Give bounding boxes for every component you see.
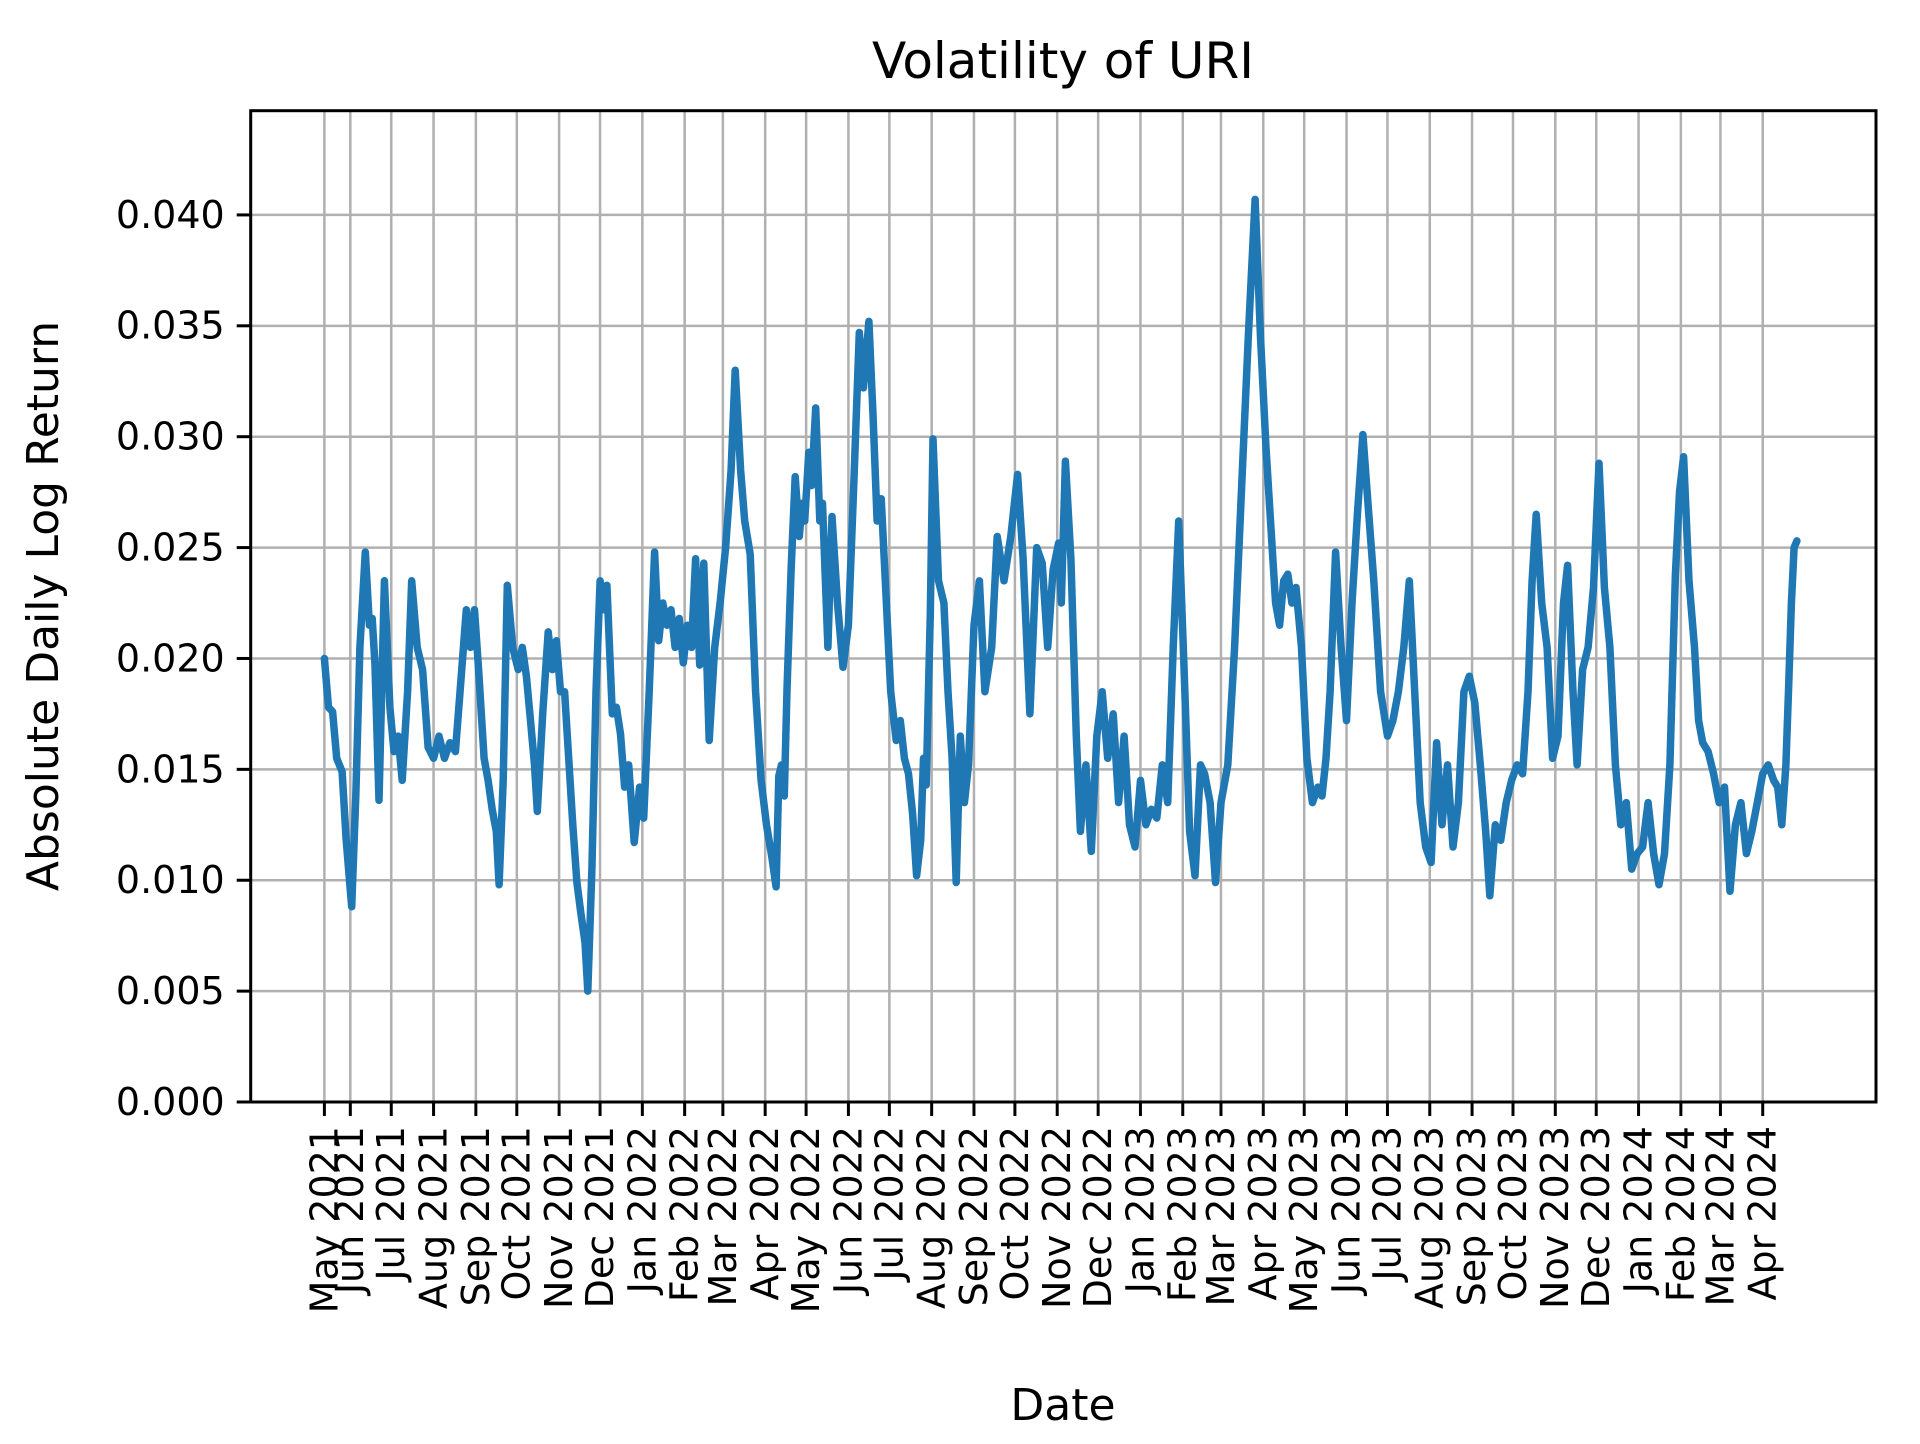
x-tick-label: Jan 2022 [620,1126,664,1295]
y-tick-label: 0.025 [116,526,225,570]
y-tick-label: 0.020 [116,636,225,680]
x-tick-label: Dec 2021 [578,1126,622,1308]
x-tick-label: May 2021 [302,1126,346,1313]
x-tick-label: Sep 2023 [1450,1126,1494,1306]
x-tick-label: Nov 2021 [537,1126,581,1309]
y-tick-label: 0.040 [116,193,225,237]
x-tick-label: Feb 2024 [1659,1126,1703,1302]
volatility-line [320,195,1801,995]
x-tick-label: Apr 2024 [1741,1126,1785,1301]
x-tick-label: Nov 2023 [1533,1126,1577,1309]
x-tick-label: Jan 2024 [1616,1126,1660,1295]
x-tick-label: Dec 2022 [1076,1126,1120,1308]
x-tick-label: Dec 2023 [1574,1126,1618,1308]
x-tick-label: Jun 2023 [1324,1126,1368,1296]
x-tick-label: Mar 2022 [701,1126,745,1306]
y-tick-label: 0.035 [116,304,225,348]
x-tick-label: Aug 2023 [1408,1126,1452,1309]
x-tick-label: Feb 2022 [663,1126,707,1302]
x-tick-label: May 2022 [784,1126,828,1313]
x-tick-label: Jul 2021 [369,1126,413,1283]
x-tick-label: May 2023 [1282,1126,1326,1313]
x-tick-label: Aug 2021 [411,1126,455,1309]
y-axis-label: Absolute Daily Log Return [18,321,69,891]
x-tick-label: Sep 2021 [454,1126,498,1306]
x-tick-label: Jul 2023 [1365,1126,1409,1283]
x-tick-label: Sep 2022 [952,1126,996,1306]
x-tick-label: Mar 2024 [1698,1126,1742,1306]
x-tick-label: Feb 2023 [1161,1126,1205,1302]
y-tick-label: 0.000 [116,1080,225,1124]
y-tick-label: 0.015 [116,747,225,791]
x-tick-label: Jun 2021 [328,1126,372,1296]
tick-labels: 0.000 0.005 0.010 0.015 0.020 0.025 0.030 0.035… [116,193,1785,1314]
x-tick-label: Oct 2023 [1491,1126,1535,1301]
x-tick-label: Nov 2022 [1035,1126,1079,1309]
plot-border [249,109,1878,1104]
x-tick-label: Apr 2023 [1241,1126,1285,1301]
y-tick-label: 0.010 [116,858,225,902]
x-tick-label: Jan 2023 [1118,1126,1162,1295]
x-tick-label: Jul 2022 [867,1126,911,1283]
x-tick-label: Oct 2021 [495,1126,539,1301]
volatility-line-series [320,195,1801,995]
chart-title: Volatility of URI [872,32,1254,90]
x-tick-label: Mar 2023 [1199,1126,1243,1306]
x-tick-label: Jun 2022 [826,1126,870,1296]
axis-ticks [236,213,1765,1116]
x-tick-label: Aug 2022 [910,1126,954,1309]
x-tick-label: Apr 2022 [743,1126,787,1301]
y-tick-label: 0.005 [116,969,225,1013]
y-tick-label: 0.030 [116,415,225,459]
grid-lines [250,110,1876,1104]
x-tick-label: Oct 2022 [993,1126,1037,1301]
x-axis-label: Date [1010,1380,1115,1431]
